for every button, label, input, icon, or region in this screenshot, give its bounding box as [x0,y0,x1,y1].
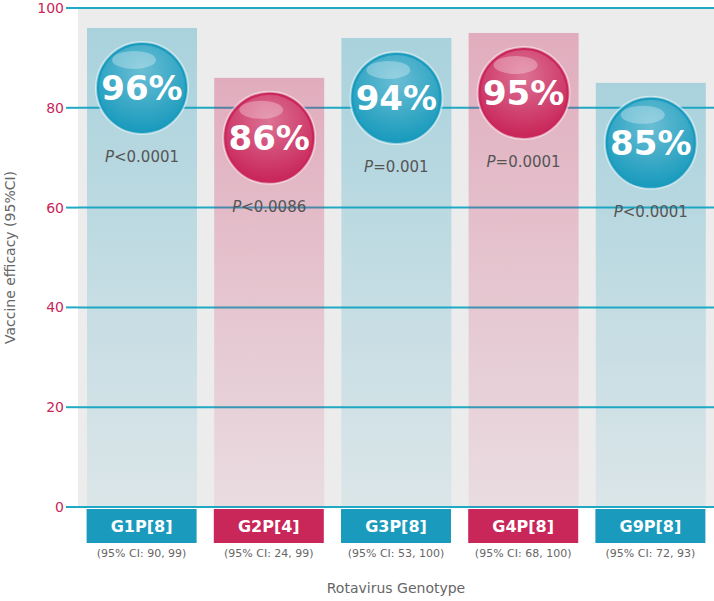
svg-text:G1P[8]: G1P[8] [111,517,173,536]
svg-text:40: 40 [46,299,64,315]
svg-text:(95% CI: 68, 100): (95% CI: 68, 100) [475,547,572,560]
svg-text:G2P[4]: G2P[4] [238,517,300,536]
svg-text:96%: 96% [101,68,182,108]
svg-text:0: 0 [55,499,64,515]
svg-text:60: 60 [46,200,64,216]
svg-text:(95% CI: 53, 100): (95% CI: 53, 100) [348,547,445,560]
svg-text:P<0.0086: P<0.0086 [232,198,306,216]
svg-text:100: 100 [37,0,64,16]
svg-text:P<0.0001: P<0.0001 [105,148,179,166]
svg-text:G3P[8]: G3P[8] [365,517,427,536]
svg-text:Vaccine efficacy (95%CI): Vaccine efficacy (95%CI) [8,171,18,344]
svg-text:85%: 85% [610,123,691,163]
svg-text:P<0.0001: P<0.0001 [614,203,688,221]
svg-text:94%: 94% [356,78,437,118]
svg-text:(95% CI: 24, 99): (95% CI: 24, 99) [224,547,314,560]
svg-text:86%: 86% [229,118,310,158]
svg-text:80: 80 [46,100,64,116]
svg-text:Rotavirus Genotype: Rotavirus Genotype [327,580,465,596]
svg-text:P=0.001: P=0.001 [364,158,429,176]
svg-text:20: 20 [46,399,64,415]
svg-text:(95% CI: 72, 93): (95% CI: 72, 93) [606,547,696,560]
svg-text:G9P[8]: G9P[8] [620,517,682,536]
svg-text:G4P[8]: G4P[8] [492,517,554,536]
svg-text:95%: 95% [483,73,564,113]
svg-text:P=0.0001: P=0.0001 [487,153,561,171]
svg-text:(95% CI: 90, 99): (95% CI: 90, 99) [97,547,187,560]
